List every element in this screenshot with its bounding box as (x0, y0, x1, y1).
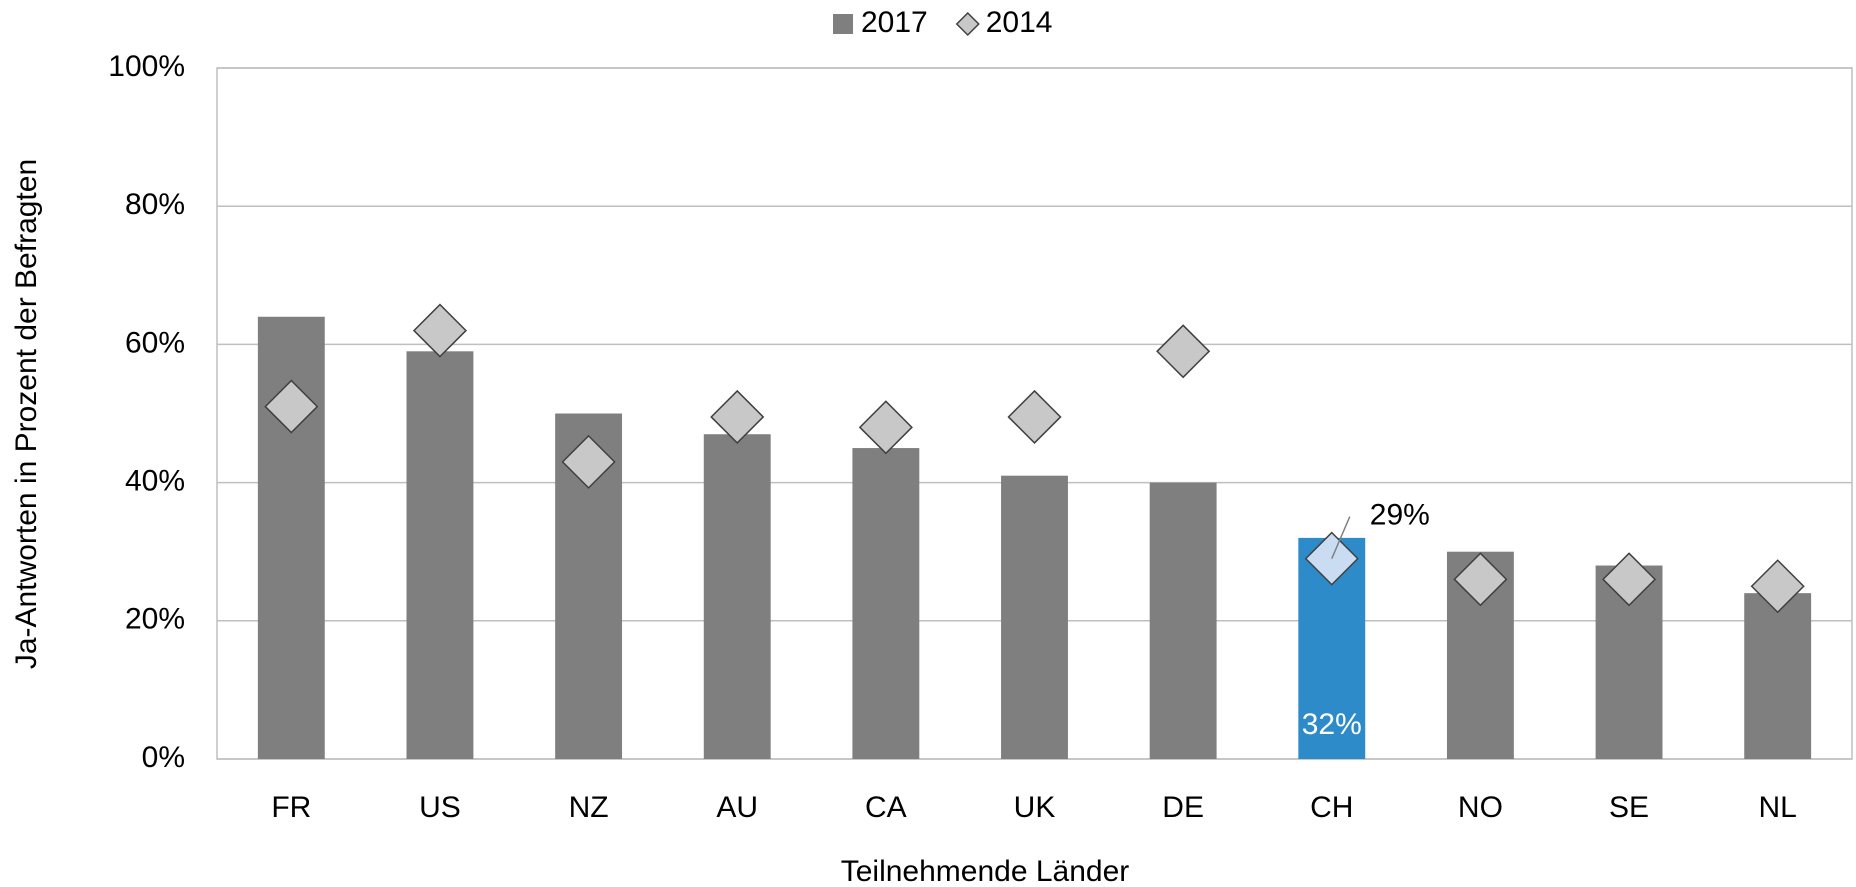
diamond-marker (1750, 559, 1805, 614)
legend-label: 2017 (861, 6, 928, 39)
x-tick-label: CH (1310, 791, 1353, 824)
x-tick-label: UK (1014, 791, 1056, 824)
diamond-marker (1453, 552, 1508, 607)
bar (1744, 593, 1812, 759)
leader-line (1331, 516, 1351, 559)
y-tick-label: 40% (125, 465, 185, 498)
bar (1149, 482, 1217, 759)
diamond-marker (858, 400, 913, 455)
bar (1001, 475, 1068, 759)
y-tick-label: 20% (125, 603, 185, 636)
x-tick-label: FR (271, 791, 311, 824)
diamond-marker (1601, 552, 1657, 607)
data-label: 29% (1370, 499, 1430, 532)
diamond-marker (264, 379, 319, 434)
y-tick-label: 60% (125, 326, 185, 359)
x-tick-label: DE (1162, 791, 1204, 824)
x-tick-label: AU (716, 791, 758, 824)
legend-label: 2014 (986, 6, 1053, 39)
diamond-marker (1304, 531, 1359, 586)
diamond-marker (412, 303, 468, 358)
diamond-marker (561, 434, 616, 489)
x-tick-label: NZ (569, 791, 609, 824)
diamond-marker (1156, 324, 1211, 379)
data-label: 32% (1302, 708, 1362, 741)
x-tick-label: NL (1759, 791, 1797, 824)
y-axis-title: Ja-Antworten in Prozent der Befragten (10, 159, 43, 669)
legend-swatch (833, 14, 853, 34)
diamond-marker (1007, 389, 1062, 445)
x-axis-title: Teilnehmende Länder (841, 855, 1130, 887)
legend-swatch (955, 11, 980, 37)
y-tick-label: 0% (142, 741, 185, 774)
y-tick-label: 80% (125, 188, 185, 221)
bar (703, 434, 771, 759)
diamond-marker (710, 389, 765, 445)
x-tick-label: NO (1458, 791, 1503, 824)
x-tick-label: US (419, 791, 461, 824)
bar (406, 351, 474, 759)
bar (852, 448, 920, 759)
y-tick-label: 100% (108, 50, 185, 83)
x-tick-label: CA (865, 791, 907, 824)
x-tick-label: SE (1609, 791, 1649, 824)
